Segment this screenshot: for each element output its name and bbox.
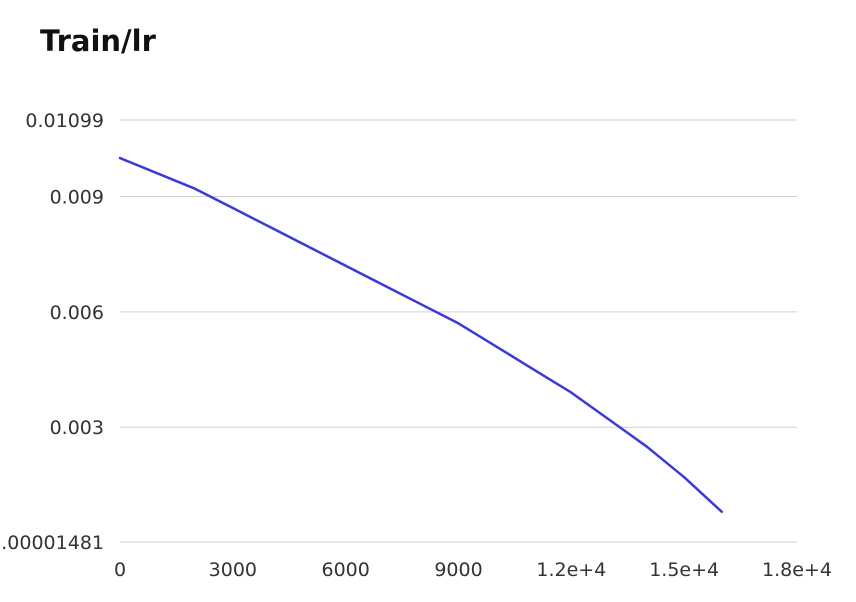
chart-title: Train/lr bbox=[40, 24, 156, 58]
x-tick-label: 3000 bbox=[209, 559, 257, 581]
x-axis-ticks: 0 3000 6000 9000 1.2e+4 1.5e+4 1.8e+4 bbox=[114, 559, 832, 581]
series-line bbox=[118, 156, 724, 514]
x-tick-label: 9000 bbox=[434, 559, 482, 581]
y-tick-label: 0.00001481 bbox=[0, 532, 104, 554]
x-tick-label: 1.2e+4 bbox=[536, 559, 606, 581]
x-tick-label: 1.8e+4 bbox=[762, 559, 832, 581]
grid-lines bbox=[120, 119, 797, 543]
y-tick-label: 0.003 bbox=[50, 417, 104, 439]
y-tick-label: 0.009 bbox=[50, 187, 104, 209]
y-tick-label: 0.01099 bbox=[25, 110, 104, 132]
x-tick-label: 0 bbox=[114, 559, 126, 581]
x-tick-label: 1.5e+4 bbox=[649, 559, 719, 581]
y-axis-ticks: 0.00001481 0.003 0.006 0.009 0.01099 bbox=[0, 110, 104, 554]
x-tick-label: 6000 bbox=[321, 559, 369, 581]
series-lines bbox=[118, 156, 724, 514]
y-tick-label: 0.006 bbox=[50, 302, 104, 324]
